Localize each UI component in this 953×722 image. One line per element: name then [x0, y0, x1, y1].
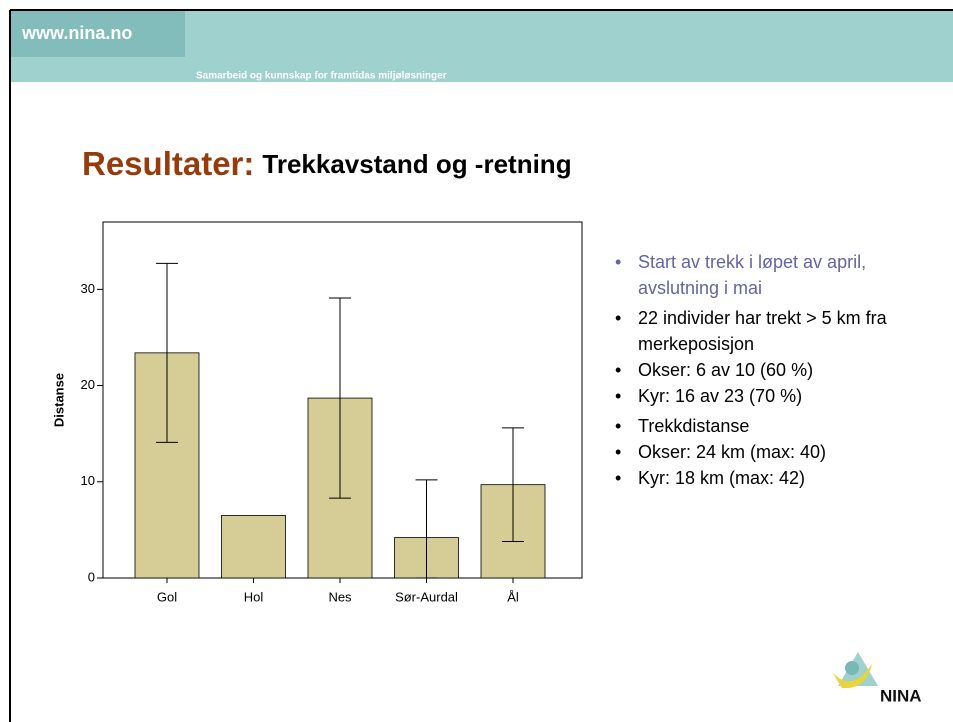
title-lead: Resultater: [82, 145, 254, 182]
x-tick-label: Gol [157, 589, 177, 604]
y-tick-label: 0 [88, 569, 95, 584]
url: www.nina.no [21, 23, 132, 43]
bar [221, 515, 286, 579]
y-tick-label: 20 [81, 377, 95, 392]
bullet: Start av trekk i løpet av april, avslutn… [615, 249, 945, 301]
x-tick-label: Hol [244, 589, 264, 604]
title-rest: Trekkavstand og -retning [262, 149, 571, 179]
bullet: Trekkdistanse [615, 413, 945, 439]
bullet: Kyr: 18 km (max: 42) [615, 465, 945, 491]
y-tick-label: 30 [81, 281, 95, 296]
y-tick-label: 10 [81, 473, 95, 488]
x-tick-label: Nes [328, 589, 352, 604]
chart: Distanse 0 10 20 30 Gol Hol Nes Sør-Aurdal Ål [51, 221, 583, 604]
bullet: Kyr: 16 av 23 (70 %) [615, 383, 945, 409]
bullet: Okser: 24 km (max: 40) [615, 439, 945, 465]
bullet: 22 individer har trekt > 5 km fra merkep… [615, 305, 945, 357]
logo-swoosh [832, 664, 872, 689]
tagline: Samarbeid og kunnskap for framtidas milj… [196, 71, 447, 82]
bullet-list: Start av trekk i løpet av april, avslutn… [615, 249, 945, 491]
title: Resultater: Trekkavstand og -retning [82, 145, 572, 182]
logo-sun [845, 661, 859, 675]
bullets: Start av trekk i løpet av april, avslutn… [615, 249, 945, 491]
x-tick-label: Sør-Aurdal [395, 589, 458, 604]
bullet: Okser: 6 av 10 (60 %) [615, 357, 945, 383]
x-tick-label: Ål [507, 589, 519, 604]
logo: NINA [832, 652, 922, 705]
y-axis-label: Distanse [51, 373, 66, 427]
logo-text: NINA [880, 686, 922, 705]
url-box [10, 10, 185, 57]
